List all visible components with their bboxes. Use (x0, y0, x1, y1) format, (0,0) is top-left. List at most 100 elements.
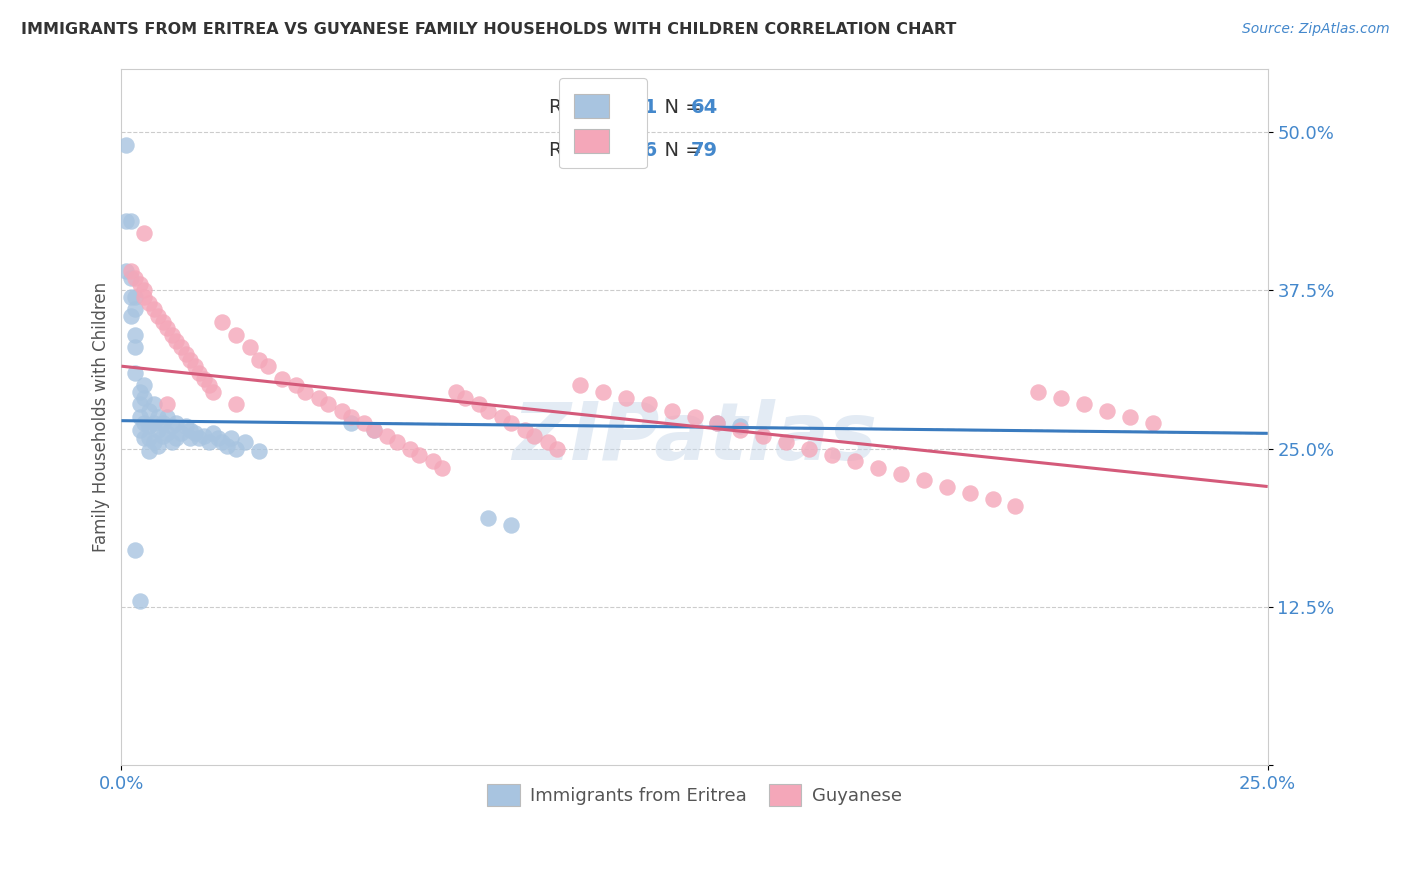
Point (981, 492, 1004, 507)
Point (134, 416, 156, 430)
Point (115, 213, 138, 227)
Point (120, 270, 142, 285)
Point (225, 442, 247, 456)
Point (637, 397, 659, 411)
Point (284, 378, 307, 392)
Point (156, 397, 179, 411)
Text: -0.306: -0.306 (588, 141, 657, 161)
Point (730, 423, 752, 437)
Point (156, 321, 179, 335)
Point (146, 309, 169, 323)
Point (271, 372, 294, 386)
Point (166, 416, 188, 430)
Point (1050, 391, 1073, 405)
Point (160, 418, 183, 433)
Point (501, 517, 523, 532)
Point (1004, 499, 1026, 513)
Point (1142, 416, 1164, 430)
Point (174, 418, 197, 433)
Point (1028, 384, 1050, 399)
Point (166, 334, 188, 348)
Point (523, 429, 546, 443)
Point (156, 409, 179, 424)
Point (211, 315, 233, 329)
Point (179, 431, 201, 445)
Point (170, 426, 193, 441)
Point (239, 340, 262, 354)
Point (146, 409, 169, 424)
Legend: Immigrants from Eritrea, Guyanese: Immigrants from Eritrea, Guyanese (478, 775, 911, 815)
Point (179, 352, 201, 367)
Text: Source: ZipAtlas.com: Source: ZipAtlas.com (1241, 22, 1389, 37)
Point (866, 460, 889, 475)
Point (912, 473, 935, 487)
Point (170, 340, 193, 354)
Point (844, 454, 866, 468)
Point (134, 391, 156, 405)
Point (775, 435, 797, 450)
Point (537, 435, 560, 450)
Point (501, 416, 523, 430)
Text: -0.021: -0.021 (588, 98, 658, 117)
Point (592, 384, 614, 399)
Point (385, 435, 408, 450)
Point (468, 397, 491, 411)
Point (752, 429, 775, 443)
Point (225, 397, 247, 411)
Point (211, 435, 233, 450)
Point (706, 416, 728, 430)
Text: IMMIGRANTS FROM ERITREA VS GUYANESE FAMILY HOUSEHOLDS WITH CHILDREN CORRELATION : IMMIGRANTS FROM ERITREA VS GUYANESE FAMI… (21, 22, 956, 37)
Point (115, 137, 138, 152)
Point (1073, 397, 1095, 411)
Point (661, 403, 683, 417)
Point (138, 431, 160, 445)
Point (120, 264, 142, 278)
Point (128, 423, 150, 437)
Point (160, 327, 183, 342)
Point (134, 226, 156, 240)
Point (138, 296, 160, 310)
Point (124, 542, 146, 557)
Point (120, 309, 142, 323)
Point (1095, 403, 1118, 417)
Point (128, 277, 150, 291)
Text: R =: R = (548, 98, 592, 117)
Point (142, 416, 165, 430)
Point (138, 444, 160, 458)
Point (142, 397, 165, 411)
Point (142, 302, 165, 317)
Point (408, 448, 430, 462)
Point (233, 435, 256, 450)
Point (184, 359, 207, 374)
Point (128, 384, 150, 399)
Point (363, 423, 385, 437)
Point (706, 416, 728, 430)
Point (399, 442, 422, 456)
Point (174, 346, 197, 360)
Point (444, 384, 467, 399)
Point (422, 454, 444, 468)
Point (363, 423, 385, 437)
Point (124, 327, 146, 342)
Point (477, 511, 499, 525)
Point (160, 435, 183, 450)
Point (146, 439, 169, 453)
Point (134, 378, 156, 392)
Point (308, 391, 330, 405)
Text: ZIPatlas: ZIPatlas (512, 399, 877, 476)
Point (152, 429, 174, 443)
Text: R =: R = (548, 141, 592, 161)
Point (330, 403, 353, 417)
Point (128, 593, 150, 607)
Point (188, 431, 211, 445)
Point (477, 403, 499, 417)
Point (197, 378, 219, 392)
Point (134, 431, 156, 445)
Point (316, 397, 339, 411)
Point (207, 431, 229, 445)
Point (134, 289, 156, 303)
Text: N =: N = (652, 98, 709, 117)
Point (193, 372, 215, 386)
Point (138, 403, 160, 417)
Point (124, 270, 146, 285)
